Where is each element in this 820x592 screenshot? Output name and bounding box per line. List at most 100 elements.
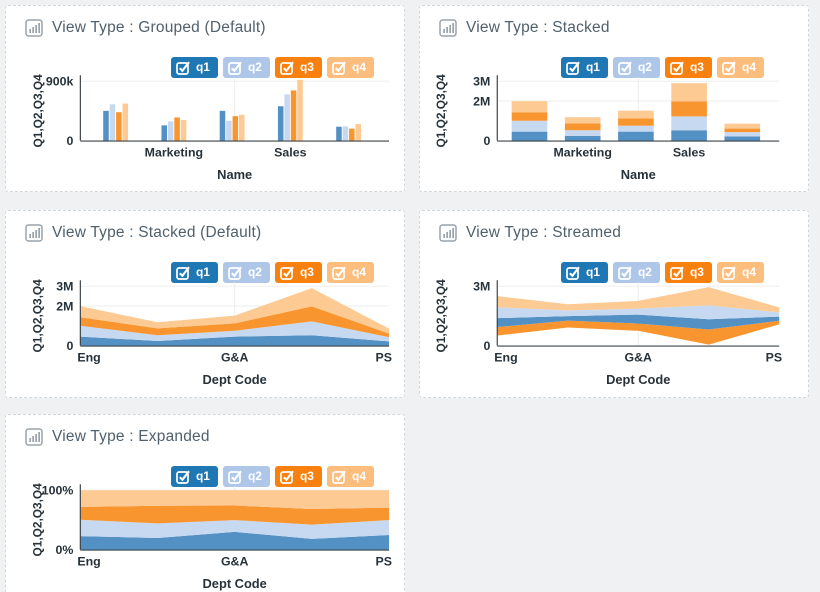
panel-header: View Type : Grouped (Default) [25,19,266,37]
panel-header: View Type : Stacked [439,19,610,37]
legend-item-q3[interactable]: q3 [664,57,712,78]
checkbox-checked-icon [280,469,296,484]
panel-stacked-area: View Type : Stacked (Default) q1 q2 q3 q4 3… [5,210,405,398]
legend-item-q3[interactable]: q3 [274,466,322,487]
legend-item-label: q1 [195,265,210,279]
panel-streamed: View Type : Streamed q1 q2 q3 q4 3M 0 Eng G&A P… [419,210,809,398]
checkbox-checked-icon [618,60,634,75]
y-tick-label: 3M [56,280,73,294]
legend: q1 q2 q3 q4 [560,262,764,283]
legend-item-label: q4 [741,60,756,74]
x-category-label: G&A [221,350,249,364]
series-shapes [80,490,390,550]
legend-item-q3[interactable]: q3 [274,57,322,78]
x-axis-title: Name [217,167,252,182]
series-shapes [103,79,362,141]
series-q3 [80,306,390,338]
legend-item-q2[interactable]: q2 [222,57,270,78]
legend-item-label: q3 [689,60,704,74]
legend-item-q4[interactable]: q4 [326,466,374,487]
legend-item-label: q3 [299,60,314,74]
legend-item-q1[interactable]: q1 [170,466,218,487]
x-axis-title: Name [621,167,656,182]
series-shapes [80,288,390,346]
panel-title: View Type : Stacked [466,19,610,36]
bar-chart-icon [439,19,457,37]
y-axis-title: Q1,Q2,Q3,Q4 [434,279,448,353]
checkbox-checked-icon [228,60,244,75]
legend-item-label: q4 [351,60,366,74]
checkbox-checked-icon [280,265,296,280]
legend-item-q4[interactable]: q4 [716,57,764,78]
chart-plot[interactable]: 3M 2M 0 Marketing Sales Name Q1,Q2,Q3,Q4 [420,6,808,191]
legend-item-label: q4 [351,469,366,483]
legend-item-q1[interactable]: q1 [560,57,608,78]
series-q2 [511,116,761,137]
x-category-label: Sales [274,145,306,159]
y-tick-label: 0% [56,543,74,557]
series-q1 [80,335,390,346]
checkbox-checked-icon [228,469,244,484]
y-tick-label: 0 [67,134,74,148]
x-category-label: PS [375,350,392,364]
panel-header: View Type : Streamed [439,224,621,242]
legend-item-q4[interactable]: q4 [326,262,374,283]
checkbox-checked-icon [670,60,686,75]
chart-plot[interactable]: 100% 0%Eng G&A PS Dept Code Q1,Q2,Q3,Q4 [6,415,404,592]
legend-item-q2[interactable]: q2 [612,262,660,283]
axes [79,280,390,347]
checkbox-checked-icon [722,60,738,75]
x-category-label: Eng [77,350,100,364]
y-axis-title: Q1,Q2,Q3,Q4 [31,74,45,148]
checkbox-checked-icon [280,60,296,75]
legend-item-q2[interactable]: q2 [612,57,660,78]
chart-plot[interactable]: 3M 0 Eng G&A PS Dept Code Q1,Q2,Q3,Q4 [420,211,808,397]
panel-title: View Type : Expanded [52,428,210,445]
panel-header: View Type : Expanded [25,428,210,446]
legend-item-q2[interactable]: q2 [222,262,270,283]
series-q4 [497,287,780,313]
series-q2 [109,94,349,141]
checkbox-checked-icon [176,265,192,280]
legend-item-label: q3 [299,265,314,279]
legend-item-label: q1 [195,469,210,483]
chart-plot[interactable]: 900k 0 Marketing Sales Name Q1,Q2,Q3,Q4 [6,6,404,191]
legend: q1 q2 q3 q4 [170,466,374,487]
y-axis-title: Q1,Q2,Q3,Q4 [31,483,45,557]
legend: q1 q2 q3 q4 [170,262,374,283]
panel-title: View Type : Grouped (Default) [52,19,266,36]
legend: q1 q2 q3 q4 [170,57,374,78]
panel-header: View Type : Stacked (Default) [25,224,261,242]
x-category-label: Eng [77,554,100,568]
legend-item-q4[interactable]: q4 [326,57,374,78]
y-tick-label: 3M [473,75,490,89]
legend-item-q2[interactable]: q2 [222,466,270,487]
legend-item-q3[interactable]: q3 [274,262,322,283]
x-category-label: G&A [221,554,249,568]
legend-item-label: q2 [247,60,262,74]
bar-chart-icon [25,428,43,446]
series-q3 [497,320,780,345]
checkbox-checked-icon [332,265,348,280]
legend-item-label: q2 [637,60,652,74]
axes [79,75,390,142]
y-axis-title: Q1,Q2,Q3,Q4 [434,74,448,148]
x-category-label: Marketing [145,145,203,159]
x-category-label: PS [766,350,783,364]
checkbox-checked-icon [176,60,192,75]
series-q4 [122,79,362,141]
legend-item-q1[interactable]: q1 [170,262,218,283]
series-q3 [116,90,355,141]
y-tick-label: 2M [56,299,73,313]
series-q4 [511,83,761,129]
legend-item-q4[interactable]: q4 [716,262,764,283]
series-shapes [511,83,761,141]
legend-item-q1[interactable]: q1 [170,57,218,78]
bar-chart-icon [25,224,43,242]
legend-item-label: q2 [247,469,262,483]
x-axis-title: Dept Code [606,372,670,387]
legend-item-q3[interactable]: q3 [664,262,712,283]
panel-title: View Type : Streamed [466,224,622,241]
legend-item-q1[interactable]: q1 [560,262,608,283]
